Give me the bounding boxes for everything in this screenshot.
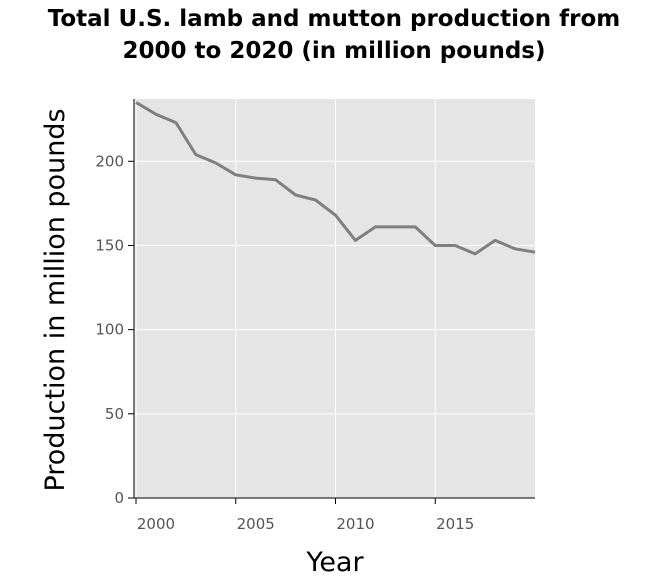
tick-labels: 0 50 100 150 200 2000 2005 2010 2015	[95, 152, 474, 533]
chart-title-line-2: 2000 to 2020 (in million pounds)	[123, 38, 546, 64]
axes	[133, 99, 535, 499]
x-tick-label: 2010	[336, 515, 374, 533]
x-tick-label: 2000	[137, 515, 175, 533]
plot-area	[134, 99, 535, 498]
y-tick-label: 0	[114, 489, 124, 507]
y-tick-label: 150	[95, 236, 124, 254]
production-line	[135, 101, 536, 256]
y-axis-label: Production in million pounds	[40, 108, 71, 491]
chart-title-line-1: Total U.S. lamb and mutton production fr…	[48, 6, 621, 32]
x-tick-label: 2015	[436, 515, 474, 533]
gridlines	[134, 99, 535, 499]
y-tick-label: 200	[95, 152, 124, 170]
y-tick-label: 100	[95, 321, 124, 339]
y-tick-label: 50	[105, 405, 124, 423]
x-axis-label: Year	[305, 547, 364, 578]
x-tick-label: 2005	[237, 515, 275, 533]
